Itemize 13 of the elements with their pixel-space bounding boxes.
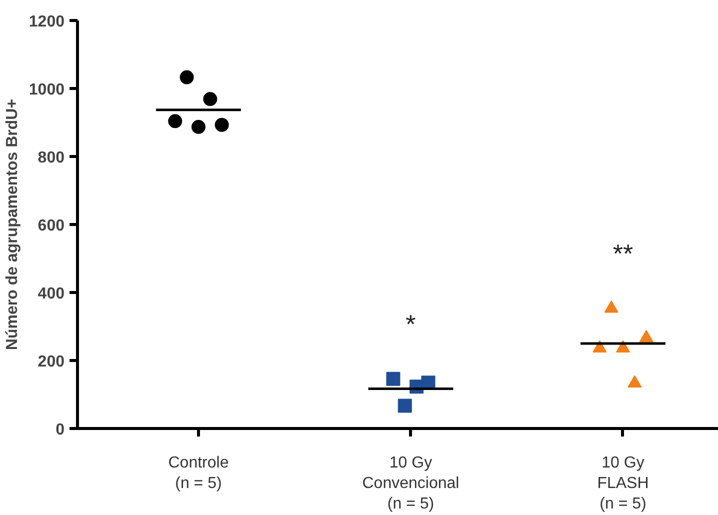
y-tick-label: 800 xyxy=(38,150,65,166)
x-tick-label: Controle (n = 5) xyxy=(168,454,229,492)
y-tick-label: 600 xyxy=(38,218,65,234)
y-tick-label: 400 xyxy=(38,286,65,302)
annotation: * xyxy=(406,308,416,339)
y-tick-label: 1000 xyxy=(28,82,65,98)
y-axis-title: Número de agrupamentos BrdU+ xyxy=(4,98,21,350)
annotation: ** xyxy=(612,238,634,268)
y-tick-label: 200 xyxy=(38,354,65,370)
x-tick-label: 10 Gy FLASH (n = 5) xyxy=(597,454,649,512)
y-tick-label: 1200 xyxy=(28,14,65,30)
y-tick-label: 0 xyxy=(56,422,65,438)
x-tick-label: 10 Gy Convencional (n = 5) xyxy=(362,454,460,512)
